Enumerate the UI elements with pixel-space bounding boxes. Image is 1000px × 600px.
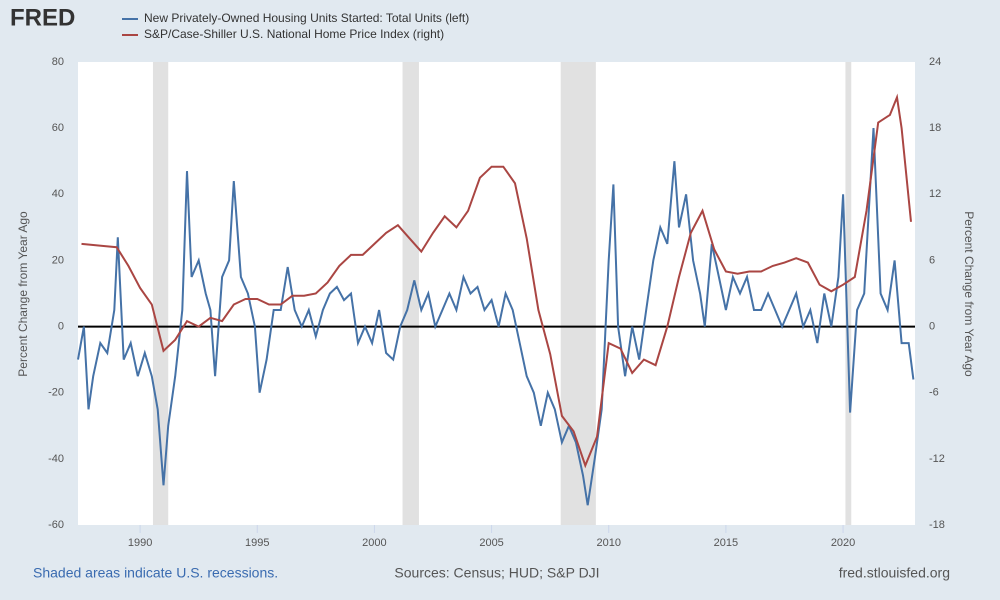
site: fred.stlouisfed.org xyxy=(839,565,950,581)
recession-band xyxy=(845,62,852,525)
y2-tick-label: 0 xyxy=(929,320,935,332)
y-tick-label: 0 xyxy=(58,320,64,332)
y2-tick-label: 6 xyxy=(929,254,935,266)
y2-tick-label: 24 xyxy=(929,56,941,68)
y-tick-label: 80 xyxy=(52,56,64,68)
y2-tick-label: -6 xyxy=(929,387,939,399)
source: Sources: Census; HUD; S&P DJI xyxy=(394,565,599,581)
y-tick-label: -40 xyxy=(48,453,64,465)
x-tick-label: 1990 xyxy=(128,537,152,549)
logo: FRED xyxy=(10,4,75,31)
plot-area xyxy=(78,62,915,525)
legend-label: New Privately-Owned Housing Units Starte… xyxy=(144,11,469,25)
x-tick-label: 1995 xyxy=(245,537,269,549)
y-tick-label: 20 xyxy=(52,254,64,266)
y2-tick-label: -12 xyxy=(929,453,945,465)
y2-tick-label: 12 xyxy=(929,188,941,200)
x-tick-label: 2005 xyxy=(479,537,503,549)
y-tick-label: -60 xyxy=(48,519,64,531)
x-tick-label: 2020 xyxy=(831,537,855,549)
y-tick-label: -20 xyxy=(48,387,64,399)
y-axis-label: Percent Change from Year Ago xyxy=(16,211,30,377)
y2-axis-label: Percent Change from Year Ago xyxy=(962,211,976,377)
x-tick-label: 2010 xyxy=(596,537,620,549)
series-line xyxy=(81,93,912,469)
x-tick-label: 2000 xyxy=(362,537,386,549)
y-tick-label: 60 xyxy=(52,122,64,134)
x-tick-label: 2015 xyxy=(714,537,738,549)
y-tick-label: 40 xyxy=(52,188,64,200)
y2-tick-label: -18 xyxy=(929,519,945,531)
y2-tick-label: 18 xyxy=(929,122,941,134)
series-line xyxy=(77,128,915,506)
legend-label: S&P/Case-Shiller U.S. National Home Pric… xyxy=(144,27,444,41)
recession-note: Shaded areas indicate U.S. recessions. xyxy=(33,565,278,581)
